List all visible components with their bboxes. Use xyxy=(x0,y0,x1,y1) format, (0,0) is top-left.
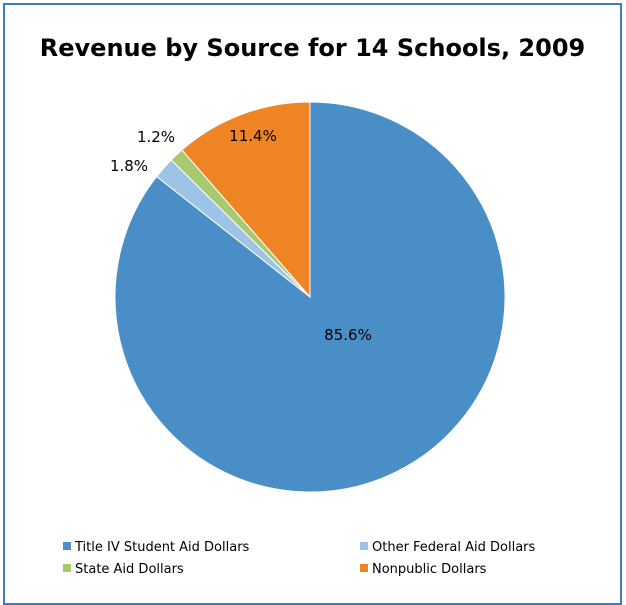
legend-swatch-other-federal xyxy=(360,542,368,550)
legend-label-nonpublic: Nonpublic Dollars xyxy=(372,562,487,577)
legend-item-nonpublic: Nonpublic Dollars xyxy=(360,562,486,577)
legend-item-other-federal: Other Federal Aid Dollars xyxy=(360,540,535,555)
pie-chart: 85.6% 1.8% 1.2% 11.4% xyxy=(110,101,506,493)
data-label-title-iv: 85.6% xyxy=(324,326,372,344)
chart-frame: Revenue by Source for 14 Schools, 2009 8… xyxy=(3,3,622,605)
legend-label-other-federal: Other Federal Aid Dollars xyxy=(372,540,536,555)
legend-label-state-aid: State Aid Dollars xyxy=(75,562,184,577)
legend-item-state-aid: State Aid Dollars xyxy=(63,562,184,577)
data-label-state-aid: 1.2% xyxy=(137,128,175,146)
chart-title: Revenue by Source for 14 Schools, 2009 xyxy=(39,34,586,62)
legend-item-title-iv: Title IV Student Aid Dollars xyxy=(63,540,249,555)
pie-slice-nonpublic xyxy=(181,101,311,299)
legend-swatch-nonpublic xyxy=(360,564,368,572)
data-label-other-federal: 1.8% xyxy=(110,157,148,175)
legend-label-title-iv: Title IV Student Aid Dollars xyxy=(75,540,250,555)
legend-swatch-state-aid xyxy=(63,564,71,572)
data-label-nonpublic: 11.4% xyxy=(229,127,277,145)
legend-swatch-title-iv xyxy=(63,542,71,550)
